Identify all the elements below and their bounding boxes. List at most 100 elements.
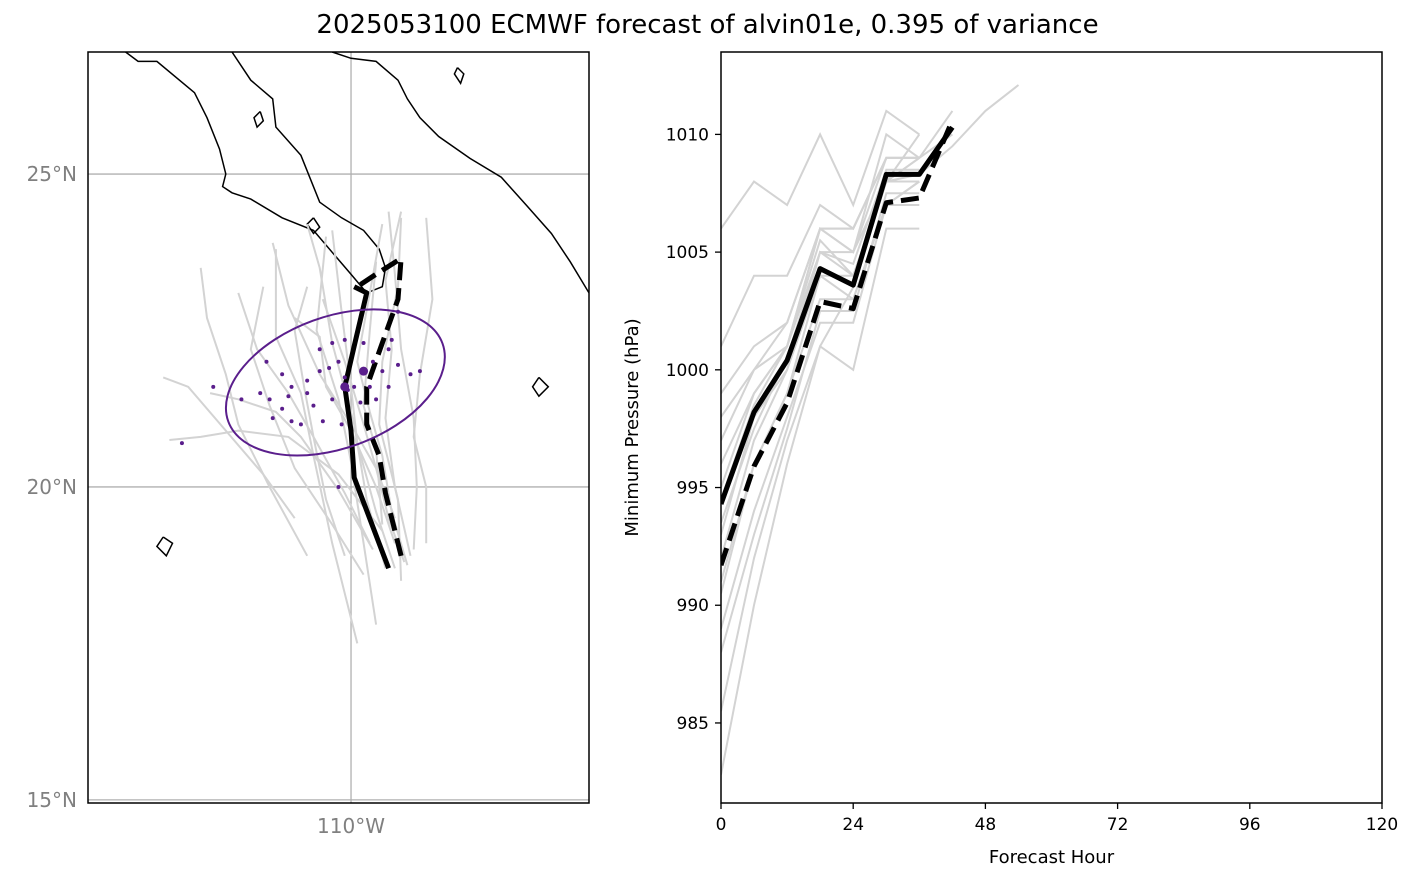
centroid-point-alt bbox=[359, 366, 369, 376]
ensemble-track bbox=[315, 236, 378, 625]
centroid-point bbox=[340, 382, 350, 392]
ensemble-position-point bbox=[267, 397, 272, 402]
x-tick-label: 72 bbox=[1107, 815, 1129, 835]
ensemble-position-point bbox=[370, 359, 375, 364]
ensemble-position-point bbox=[264, 359, 269, 364]
y-tick-label: 1000 bbox=[666, 361, 709, 381]
ensemble-position-point bbox=[342, 375, 347, 380]
ensemble-track bbox=[199, 267, 309, 557]
ensemble-track bbox=[162, 376, 296, 519]
x-axis-label: Forecast Hour bbox=[989, 847, 1115, 868]
ensemble-position-point bbox=[270, 416, 275, 421]
coastline bbox=[125, 52, 387, 294]
ensemble-position-point bbox=[280, 406, 285, 411]
ensemble-pressure-line bbox=[721, 133, 921, 500]
ensemble-position-point bbox=[408, 372, 413, 377]
map-content bbox=[88, 52, 589, 803]
lat-tick-label: 15°N bbox=[27, 788, 77, 812]
y-tick-label: 1010 bbox=[666, 125, 709, 145]
ensemble-position-point bbox=[358, 400, 363, 405]
ensemble-position-point bbox=[339, 422, 344, 427]
ensemble-position-point bbox=[395, 362, 400, 367]
ensemble-track bbox=[412, 217, 434, 544]
ensemble-position-point bbox=[280, 372, 285, 377]
ensemble-position-point bbox=[317, 347, 322, 352]
ensemble-position-point bbox=[386, 384, 391, 389]
ensemble-position-point bbox=[361, 341, 366, 346]
y-tick-label: 990 bbox=[677, 596, 709, 616]
coastline bbox=[331, 52, 589, 294]
ensemble-pressure-line bbox=[721, 109, 920, 230]
ensemble-position-point bbox=[336, 484, 341, 489]
ensemble-pressure-line bbox=[721, 180, 920, 559]
pressure-panel: 0 24 48 72 96 120 985 990 995 1000 1005 1010 Forecas… bbox=[622, 51, 1398, 868]
ensemble-pressure-line bbox=[721, 84, 1020, 775]
island-outline bbox=[253, 110, 265, 129]
lat-tick-label: 25°N bbox=[27, 162, 77, 186]
ensemble-track bbox=[169, 429, 384, 532]
lon-tick-label: 110°W bbox=[317, 814, 385, 838]
ensemble-position-point bbox=[211, 384, 216, 389]
ensemble-position-point bbox=[380, 369, 385, 374]
island-outline bbox=[531, 376, 550, 398]
ensemble-position-point bbox=[374, 397, 379, 402]
ensemble-track bbox=[293, 286, 346, 557]
x-tick-label: 120 bbox=[1366, 815, 1398, 835]
ensemble-position-point bbox=[179, 441, 184, 446]
ensemble-track bbox=[209, 392, 374, 551]
island-outline bbox=[155, 536, 174, 558]
ensemble-position-point bbox=[342, 337, 347, 342]
figure-title: 2025053100 ECMWF forecast of alvin01e, 0… bbox=[316, 10, 1099, 40]
ensemble-position-point bbox=[417, 369, 422, 374]
ensemble-position-point bbox=[258, 391, 263, 396]
x-tick-label: 96 bbox=[1239, 815, 1261, 835]
x-tick-label: 0 bbox=[716, 815, 727, 835]
y-tick-label: 1005 bbox=[666, 243, 709, 263]
ensemble-track bbox=[237, 292, 371, 544]
island-outline bbox=[306, 217, 321, 235]
y-tick-label: 995 bbox=[677, 479, 709, 499]
spread-ellipse bbox=[224, 308, 446, 457]
ensemble-pressure-line bbox=[721, 110, 954, 394]
ensemble-position-point bbox=[330, 397, 335, 402]
ensemble-position-point bbox=[386, 347, 391, 352]
x-tick-label: 24 bbox=[842, 815, 864, 835]
mean-track-dashed bbox=[355, 256, 404, 557]
ensemble-position-point bbox=[367, 384, 372, 389]
ensemble-position-point bbox=[395, 309, 400, 314]
ensemble-position-point bbox=[239, 397, 244, 402]
ensemble-position-point bbox=[286, 394, 291, 399]
ensemble-track bbox=[274, 249, 359, 644]
ensemble-pressure-line bbox=[721, 227, 920, 712]
island-outline bbox=[453, 67, 465, 85]
ensemble-pressure-line bbox=[721, 192, 920, 653]
ensemble-position-point bbox=[311, 403, 316, 408]
ensemble-position-point bbox=[327, 366, 332, 371]
map-panel: 25°N 20°N 15°N 110°W bbox=[27, 51, 590, 838]
pressure-frame bbox=[720, 51, 1383, 804]
ensemble-position-point bbox=[336, 359, 341, 364]
ensemble-pressure-line bbox=[721, 168, 920, 524]
ensemble-position-point bbox=[305, 378, 310, 383]
map-frame bbox=[87, 51, 590, 804]
ensemble-position-point bbox=[389, 337, 394, 342]
ensemble-track bbox=[249, 286, 365, 576]
ensemble-position-point bbox=[317, 369, 322, 374]
ensemble-track bbox=[331, 230, 396, 569]
ensemble-position-point bbox=[330, 341, 335, 346]
y-axis-label: Minimum Pressure (hPa) bbox=[622, 318, 643, 536]
pressure-plot-area bbox=[721, 84, 1020, 775]
lat-tick-label: 20°N bbox=[27, 475, 77, 499]
ensemble-position-point bbox=[289, 384, 294, 389]
ensemble-position-point bbox=[320, 419, 325, 424]
mean-pressure-dashed bbox=[721, 119, 955, 566]
ensemble-position-point bbox=[289, 419, 294, 424]
ensemble-position-point bbox=[298, 422, 303, 427]
ensemble-track bbox=[271, 242, 396, 519]
x-tick-label: 48 bbox=[975, 815, 997, 835]
y-tick-label: 985 bbox=[677, 714, 709, 734]
ensemble-position-point bbox=[305, 391, 310, 396]
mean-pressure-solid bbox=[721, 125, 955, 505]
ensemble-position-point bbox=[352, 384, 357, 389]
